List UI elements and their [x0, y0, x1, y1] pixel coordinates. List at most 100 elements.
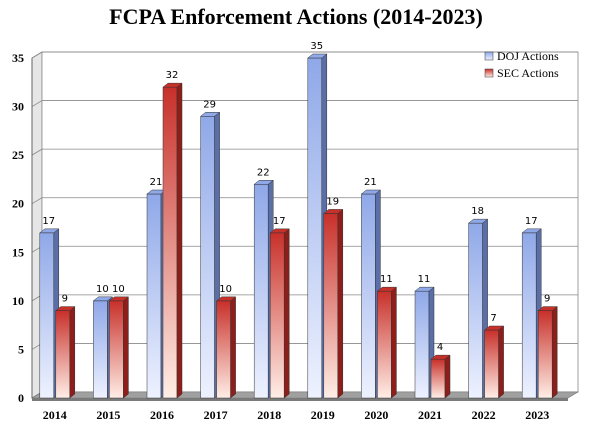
- bar-side: [498, 325, 504, 399]
- bar-top: [483, 325, 505, 331]
- bar-sec: [323, 208, 344, 399]
- bars: [39, 53, 558, 399]
- bar-sec: [108, 296, 130, 399]
- bar-top: [162, 82, 183, 88]
- bar-front: [109, 300, 124, 399]
- data-label: 9: [544, 294, 550, 305]
- y-tick-label: 35: [12, 51, 24, 65]
- bar-sec: [483, 325, 505, 399]
- gridline-depth: [31, 51, 43, 59]
- legend-swatch: [484, 51, 494, 61]
- bar-sec: [376, 286, 398, 399]
- bar-side: [176, 82, 183, 399]
- x-tick-label: 2021: [418, 408, 442, 422]
- bar-front: [414, 290, 430, 399]
- bar-top: [253, 180, 274, 185]
- data-label: 11: [380, 274, 393, 285]
- bar-top: [467, 218, 489, 224]
- data-label: 22: [257, 167, 270, 178]
- bar-front: [146, 193, 162, 399]
- bar-front: [468, 222, 483, 399]
- bar-sec: [162, 82, 183, 399]
- bar-top: [360, 189, 382, 195]
- bar-top: [307, 53, 328, 59]
- bar-sec: [215, 296, 237, 399]
- bar-front: [484, 329, 499, 399]
- y-tick-label: 0: [18, 391, 24, 405]
- x-tick-label: 2016: [150, 408, 174, 422]
- bar-side: [123, 296, 129, 399]
- bar-front: [537, 310, 553, 399]
- legend: DOJ Actions SEC Actions: [484, 49, 559, 80]
- legend-swatch: [484, 68, 494, 78]
- bar-side: [391, 286, 397, 399]
- bar-top: [92, 296, 114, 302]
- bar-front: [269, 232, 285, 399]
- bar-doj: [467, 218, 489, 399]
- x-tick-label: 2023: [525, 408, 549, 422]
- bar-side: [283, 228, 290, 399]
- data-label: 35: [310, 41, 323, 52]
- bar-front: [377, 290, 392, 399]
- x-tick-label: 2018: [257, 408, 281, 422]
- bar-top: [215, 296, 237, 302]
- bar-front: [93, 300, 108, 399]
- x-axis: 2014 2015 2016 2017 2018 2019 2020 2021 2022 2023: [43, 408, 549, 422]
- bar-front: [55, 310, 71, 399]
- bar-front: [521, 232, 537, 399]
- bar-front: [361, 193, 376, 399]
- data-label: 32: [166, 70, 179, 81]
- bar-side: [230, 296, 236, 399]
- y-tick-label: 5: [18, 342, 24, 356]
- bar-side: [337, 208, 344, 399]
- data-label: 10: [96, 284, 109, 295]
- data-label: 17: [525, 216, 538, 227]
- gridline-depth: [31, 148, 43, 156]
- bar-sec: [430, 354, 451, 399]
- data-label: 17: [273, 216, 286, 227]
- bar-front: [253, 184, 269, 399]
- bar-sec: [537, 306, 558, 399]
- data-label: 29: [203, 99, 216, 110]
- bar-doj: [414, 286, 435, 399]
- data-label: 10: [112, 284, 125, 295]
- x-tick-label: 2017: [204, 408, 228, 422]
- bar-top: [323, 209, 344, 214]
- bar-top: [521, 228, 542, 234]
- bar-top: [376, 286, 398, 292]
- bar-top: [430, 354, 451, 360]
- bar-top: [269, 228, 290, 234]
- bar-front: [162, 86, 178, 399]
- data-label: 7: [490, 313, 496, 324]
- bar-top: [537, 306, 558, 311]
- bar-sec: [269, 228, 290, 399]
- bar-front: [307, 57, 323, 399]
- y-tick-label: 15: [12, 245, 24, 259]
- data-label: 10: [219, 284, 232, 295]
- chart-title: FCPA Enforcement Actions (2014-2023): [109, 4, 483, 29]
- y-tick-label: 10: [12, 294, 24, 308]
- data-label: 21: [150, 177, 163, 188]
- gridline-depth: [31, 197, 43, 205]
- data-label: 9: [62, 294, 68, 305]
- bar-sec: [55, 306, 76, 399]
- x-tick-label: 2022: [472, 408, 496, 422]
- bar-top: [39, 228, 60, 234]
- bar-front: [216, 300, 231, 399]
- data-label: 4: [437, 342, 443, 353]
- data-label: 11: [418, 274, 431, 285]
- y-axis: 0 5 10 15 20 25 30 35: [12, 51, 33, 405]
- data-label: 18: [471, 206, 484, 217]
- data-label: 19: [326, 196, 339, 207]
- x-tick-label: 2015: [96, 408, 120, 422]
- legend-label: SEC Actions: [497, 66, 559, 80]
- bar-side: [444, 354, 451, 399]
- y-tick-label: 20: [12, 197, 24, 211]
- floor-front: [32, 398, 568, 401]
- data-label: 17: [42, 216, 55, 227]
- legend-label: DOJ Actions: [497, 49, 559, 63]
- x-tick-label: 2014: [43, 408, 67, 422]
- y-tick-label: 30: [12, 100, 24, 114]
